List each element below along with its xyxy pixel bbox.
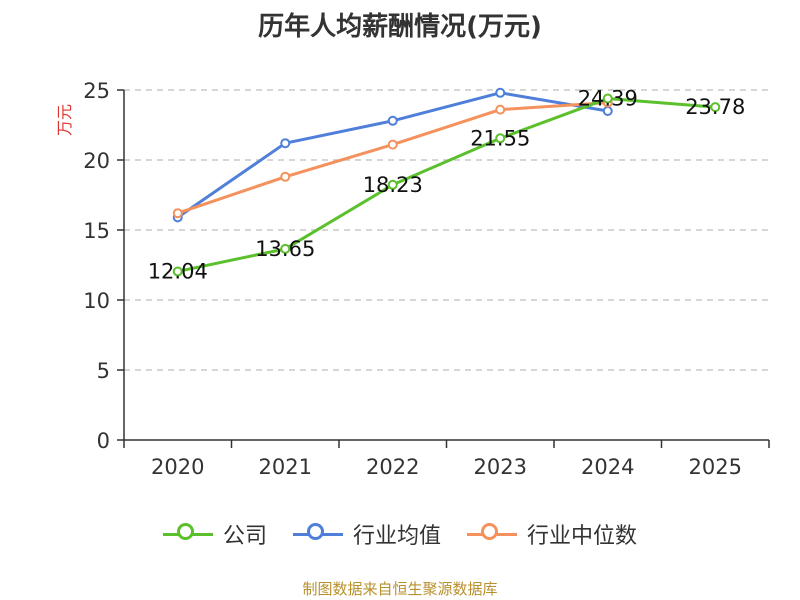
- data-point: [602, 93, 613, 104]
- legend-swatch: [292, 522, 343, 546]
- legend-item[interactable]: 行业均值: [292, 518, 441, 550]
- data-label: 13.65: [255, 237, 315, 261]
- x-tick-label: 2025: [689, 455, 742, 479]
- legend-label: 行业中位数: [527, 524, 638, 549]
- data-point: [387, 179, 398, 190]
- data-point: [280, 138, 291, 149]
- x-tick-label: 2021: [259, 455, 312, 479]
- data-point: [710, 102, 721, 113]
- data-label: 24.39: [578, 87, 638, 111]
- x-tick-label: 2022: [366, 455, 419, 479]
- y-tick-label: 10: [83, 289, 110, 313]
- data-labels: 12.04 13.65 18.23 21.55 24.39 23.78: [148, 87, 746, 284]
- data-point: [495, 104, 506, 115]
- data-label: 12.04: [148, 259, 208, 283]
- data-point: [172, 208, 183, 219]
- grid-lines: [124, 89, 769, 371]
- series-line-0: [177, 97, 716, 273]
- x-tick-label: 2020: [151, 455, 204, 479]
- data-label: 18.23: [363, 173, 423, 197]
- data-point: [280, 171, 291, 182]
- legend-item[interactable]: 行业中位数: [467, 518, 637, 550]
- y-tick-label: 20: [83, 149, 110, 173]
- y-tick-label: 0: [97, 429, 110, 453]
- data-label: 23.78: [685, 95, 745, 119]
- data-point: [387, 115, 398, 126]
- legend-item[interactable]: 公司: [162, 518, 267, 550]
- series-line-1: [176, 91, 609, 219]
- y-tick-label: 25: [83, 79, 110, 103]
- data-point: [172, 266, 183, 277]
- legend: 公司 行业均值 行业中位数: [0, 518, 800, 550]
- data-point: [387, 139, 398, 150]
- x-tick-label: 2024: [581, 455, 634, 479]
- y-axis-label: 万元: [55, 104, 74, 136]
- y-tick-label: 15: [83, 219, 110, 243]
- chart-title: 历年人均薪酬情况(万元): [258, 12, 542, 42]
- source-note: 制图数据来自恒生聚源数据库: [302, 580, 498, 598]
- y-tick-label: 5: [97, 359, 110, 383]
- data-point: [280, 243, 291, 254]
- data-point: [495, 133, 506, 144]
- legend-label: 行业均值: [352, 524, 441, 549]
- series-lines: [172, 87, 721, 277]
- data-label: 21.55: [470, 126, 530, 150]
- legend-swatch: [162, 522, 213, 546]
- data-point: [495, 87, 506, 98]
- x-tick-label: 2023: [474, 455, 527, 479]
- legend-label: 公司: [222, 524, 267, 549]
- legend-swatch: [467, 522, 517, 546]
